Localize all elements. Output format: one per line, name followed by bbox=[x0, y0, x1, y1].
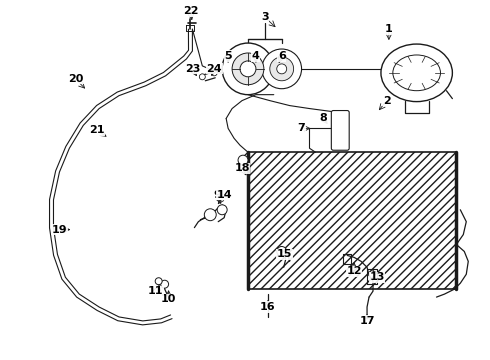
Circle shape bbox=[238, 155, 248, 165]
Text: 13: 13 bbox=[369, 272, 385, 282]
Text: 22: 22 bbox=[183, 6, 198, 16]
Ellipse shape bbox=[381, 44, 452, 102]
Text: 21: 21 bbox=[89, 125, 105, 135]
Text: 6: 6 bbox=[278, 51, 286, 61]
Circle shape bbox=[270, 57, 294, 81]
Text: 8: 8 bbox=[319, 113, 327, 123]
Text: 23: 23 bbox=[185, 64, 200, 74]
Text: 14: 14 bbox=[217, 190, 232, 200]
Circle shape bbox=[199, 74, 205, 80]
Circle shape bbox=[204, 209, 216, 221]
Text: 2: 2 bbox=[383, 96, 391, 105]
Text: 7: 7 bbox=[298, 123, 305, 134]
Text: 5: 5 bbox=[224, 51, 232, 61]
Circle shape bbox=[222, 43, 274, 95]
Circle shape bbox=[277, 247, 287, 256]
Text: 20: 20 bbox=[68, 74, 83, 84]
Text: 18: 18 bbox=[234, 163, 250, 173]
Text: 11: 11 bbox=[148, 286, 164, 296]
Text: 9: 9 bbox=[213, 190, 221, 200]
Circle shape bbox=[161, 280, 169, 288]
Text: 4: 4 bbox=[252, 51, 260, 61]
Text: 24: 24 bbox=[206, 64, 222, 74]
Text: 17: 17 bbox=[359, 316, 375, 326]
Circle shape bbox=[155, 278, 162, 285]
Text: 12: 12 bbox=[346, 266, 362, 276]
Text: 10: 10 bbox=[161, 294, 176, 304]
Text: 15: 15 bbox=[277, 249, 293, 260]
Text: 3: 3 bbox=[261, 12, 269, 22]
Ellipse shape bbox=[393, 55, 441, 91]
Text: 19: 19 bbox=[51, 225, 67, 235]
FancyBboxPatch shape bbox=[331, 111, 349, 150]
Circle shape bbox=[217, 205, 227, 215]
Bar bbox=[248, 152, 456, 289]
Circle shape bbox=[232, 53, 264, 85]
Circle shape bbox=[262, 49, 301, 89]
Circle shape bbox=[240, 61, 256, 77]
Circle shape bbox=[277, 64, 287, 74]
Circle shape bbox=[211, 70, 217, 76]
Text: 1: 1 bbox=[385, 24, 393, 34]
Text: 16: 16 bbox=[260, 302, 276, 312]
